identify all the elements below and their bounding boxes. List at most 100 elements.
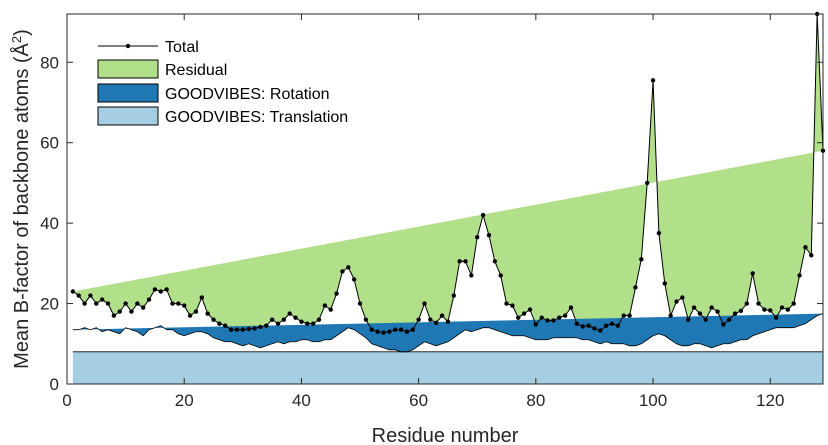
total-point xyxy=(70,289,76,294)
total-point xyxy=(598,328,603,333)
total-point xyxy=(287,311,292,316)
total-point xyxy=(187,313,193,318)
y-tick-label: 40 xyxy=(40,214,59,233)
y-tick-label: 20 xyxy=(40,295,59,314)
legend-item-translation: GOODVIBES: Translation xyxy=(97,106,348,126)
y-tick-label: 80 xyxy=(40,53,59,72)
total-point xyxy=(809,253,814,258)
total-point xyxy=(334,291,339,296)
total-point xyxy=(135,301,140,306)
total-point xyxy=(674,299,679,304)
axis-ticks: 0 20 40 60 80 100 120 0 20 40 60 80 xyxy=(40,14,823,410)
legend-label-rotation: GOODVIBES: Rotation xyxy=(165,86,330,103)
total-point xyxy=(668,313,673,318)
total-point xyxy=(475,235,480,240)
total-point xyxy=(392,327,398,332)
x-tick-label: 120 xyxy=(756,391,784,410)
total-point xyxy=(779,305,785,310)
legend-item-rotation: GOODVIBES: Rotation xyxy=(97,83,330,103)
total-point xyxy=(99,297,105,302)
total-point xyxy=(738,308,744,313)
total-point xyxy=(516,315,521,320)
total-point xyxy=(527,307,533,312)
total-point xyxy=(551,318,556,323)
total-point xyxy=(281,317,287,322)
total-point xyxy=(627,313,632,318)
total-point xyxy=(193,309,199,314)
total-point xyxy=(158,289,163,294)
total-point xyxy=(240,327,246,332)
total-point xyxy=(299,319,304,324)
total-point xyxy=(228,327,234,332)
total-point xyxy=(140,305,146,310)
total-point xyxy=(445,319,451,324)
total-point xyxy=(715,309,720,314)
total-point xyxy=(603,323,609,328)
legend-label-translation: GOODVIBES: Translation xyxy=(165,109,348,126)
total-point xyxy=(434,320,439,326)
total-point xyxy=(451,293,456,298)
total-point xyxy=(88,293,93,298)
x-tick-label: 80 xyxy=(526,391,545,410)
legend-total-marker xyxy=(125,43,131,49)
total-line-layer xyxy=(70,11,826,335)
total-point xyxy=(363,317,369,322)
total-point xyxy=(586,323,591,328)
total-point xyxy=(340,269,345,274)
legend-swatch-rotation xyxy=(97,83,159,103)
total-point xyxy=(310,321,316,326)
translation-area xyxy=(72,351,824,384)
total-point xyxy=(205,311,210,316)
total-point xyxy=(744,301,750,306)
total-point xyxy=(463,259,468,264)
total-point xyxy=(469,273,474,278)
total-point xyxy=(422,301,427,306)
total-point xyxy=(574,321,580,326)
total-point xyxy=(686,317,691,322)
legend-label-total: Total xyxy=(165,39,199,56)
total-point xyxy=(791,301,796,306)
y-tick-label: 60 xyxy=(40,134,59,153)
total-point xyxy=(252,326,257,331)
total-point xyxy=(439,313,445,318)
total-point xyxy=(416,317,421,322)
total-point xyxy=(76,293,81,298)
total-point xyxy=(721,322,726,327)
total-point xyxy=(756,301,761,306)
legend-swatch-residual xyxy=(97,59,159,79)
total-point xyxy=(762,307,767,312)
total-point xyxy=(609,321,615,326)
total-point xyxy=(387,329,392,334)
total-point xyxy=(146,297,152,302)
rotation-boundary xyxy=(72,313,824,353)
total-point xyxy=(117,309,122,314)
total-point xyxy=(539,315,544,320)
residual-area xyxy=(72,14,824,333)
total-point xyxy=(580,324,585,329)
total-point xyxy=(703,317,708,322)
total-point xyxy=(621,313,626,318)
total-point xyxy=(381,330,386,335)
total-point xyxy=(234,327,240,332)
total-point xyxy=(351,277,357,282)
total-point xyxy=(732,311,738,316)
total-point xyxy=(94,301,99,306)
total-point xyxy=(639,257,644,262)
total-point xyxy=(223,323,228,328)
total-point xyxy=(773,315,779,320)
total-point xyxy=(697,311,703,316)
total-point xyxy=(217,321,222,326)
total-point xyxy=(264,323,269,328)
total-point xyxy=(258,324,263,330)
legend-swatch-translation xyxy=(97,106,159,126)
total-point xyxy=(375,329,380,334)
total-point xyxy=(680,295,685,300)
legend-item-total: Total xyxy=(98,39,199,56)
total-point xyxy=(656,230,662,236)
x-tick-label: 60 xyxy=(409,391,428,410)
total-point xyxy=(662,281,667,286)
total-point xyxy=(305,321,310,326)
x-tick-label: 0 xyxy=(62,391,71,410)
total-point xyxy=(170,301,175,306)
